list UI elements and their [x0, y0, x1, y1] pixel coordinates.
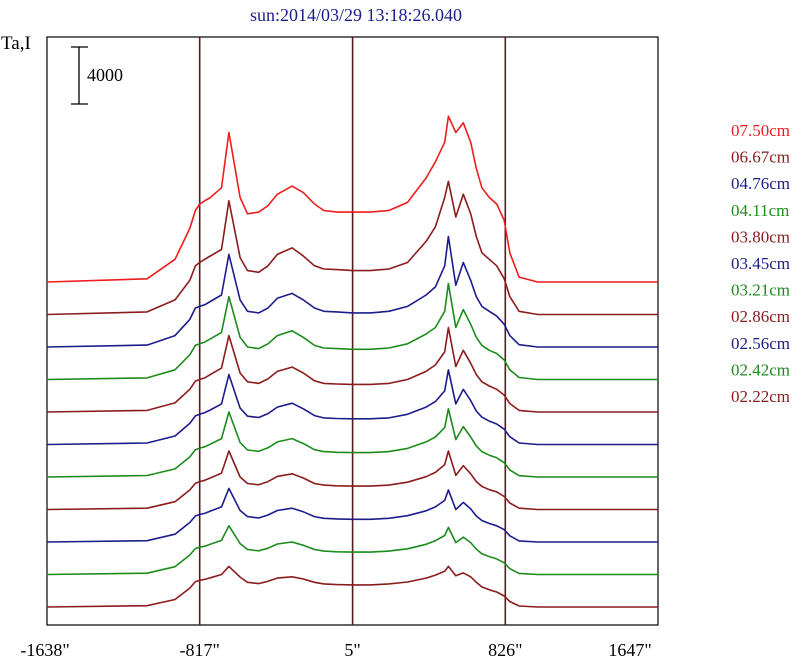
- vertical-lines: [198, 37, 507, 625]
- legend-entry: 04.11cm: [731, 201, 789, 220]
- x-tick-label: -817": [180, 640, 220, 660]
- series-layer: [46, 115, 658, 608]
- x-tick-label: -1638": [20, 640, 69, 660]
- x-tick-label: 5": [344, 640, 360, 660]
- legend-entry: 06.67cm: [731, 148, 790, 167]
- legend-entry: 03.80cm: [731, 227, 790, 246]
- scale-bar-label: 4000: [87, 65, 123, 85]
- legend-entry: 04.76cm: [731, 174, 790, 193]
- x-tick-labels: -1638" -817" 5" 826" 1647": [20, 640, 651, 660]
- series-line-7: [46, 450, 658, 511]
- series-line-4: [46, 326, 658, 413]
- legend-entry: 03.21cm: [731, 281, 790, 300]
- series-line-3: [46, 282, 658, 381]
- legend-entry: 03.45cm: [731, 254, 790, 273]
- series-line-9: [46, 524, 658, 576]
- chart-title: sun:2014/03/29 13:18:26.040: [250, 5, 462, 25]
- scale-bar: 4000: [71, 46, 123, 105]
- legend-entry: 02.42cm: [731, 360, 790, 379]
- series-line-8: [46, 487, 658, 543]
- series-line-2: [46, 235, 658, 348]
- series-line-10: [46, 565, 658, 608]
- legend-entry: 02.56cm: [731, 334, 790, 353]
- y-axis-label: Ta,I: [1, 33, 31, 54]
- series-line-0: [46, 115, 658, 283]
- series-line-6: [46, 407, 658, 478]
- legend: 07.50cm 06.67cm 04.76cm 04.11cm 03.80cm 03.45…: [731, 121, 790, 406]
- legend-entry: 02.86cm: [731, 307, 790, 326]
- legend-entry: 07.50cm: [731, 121, 790, 140]
- series-line-5: [46, 368, 658, 446]
- legend-entry: 02.22cm: [731, 387, 790, 406]
- x-tick-label: 1647": [608, 640, 651, 660]
- x-tick-label: 826": [488, 640, 522, 660]
- series-line-1: [46, 180, 658, 316]
